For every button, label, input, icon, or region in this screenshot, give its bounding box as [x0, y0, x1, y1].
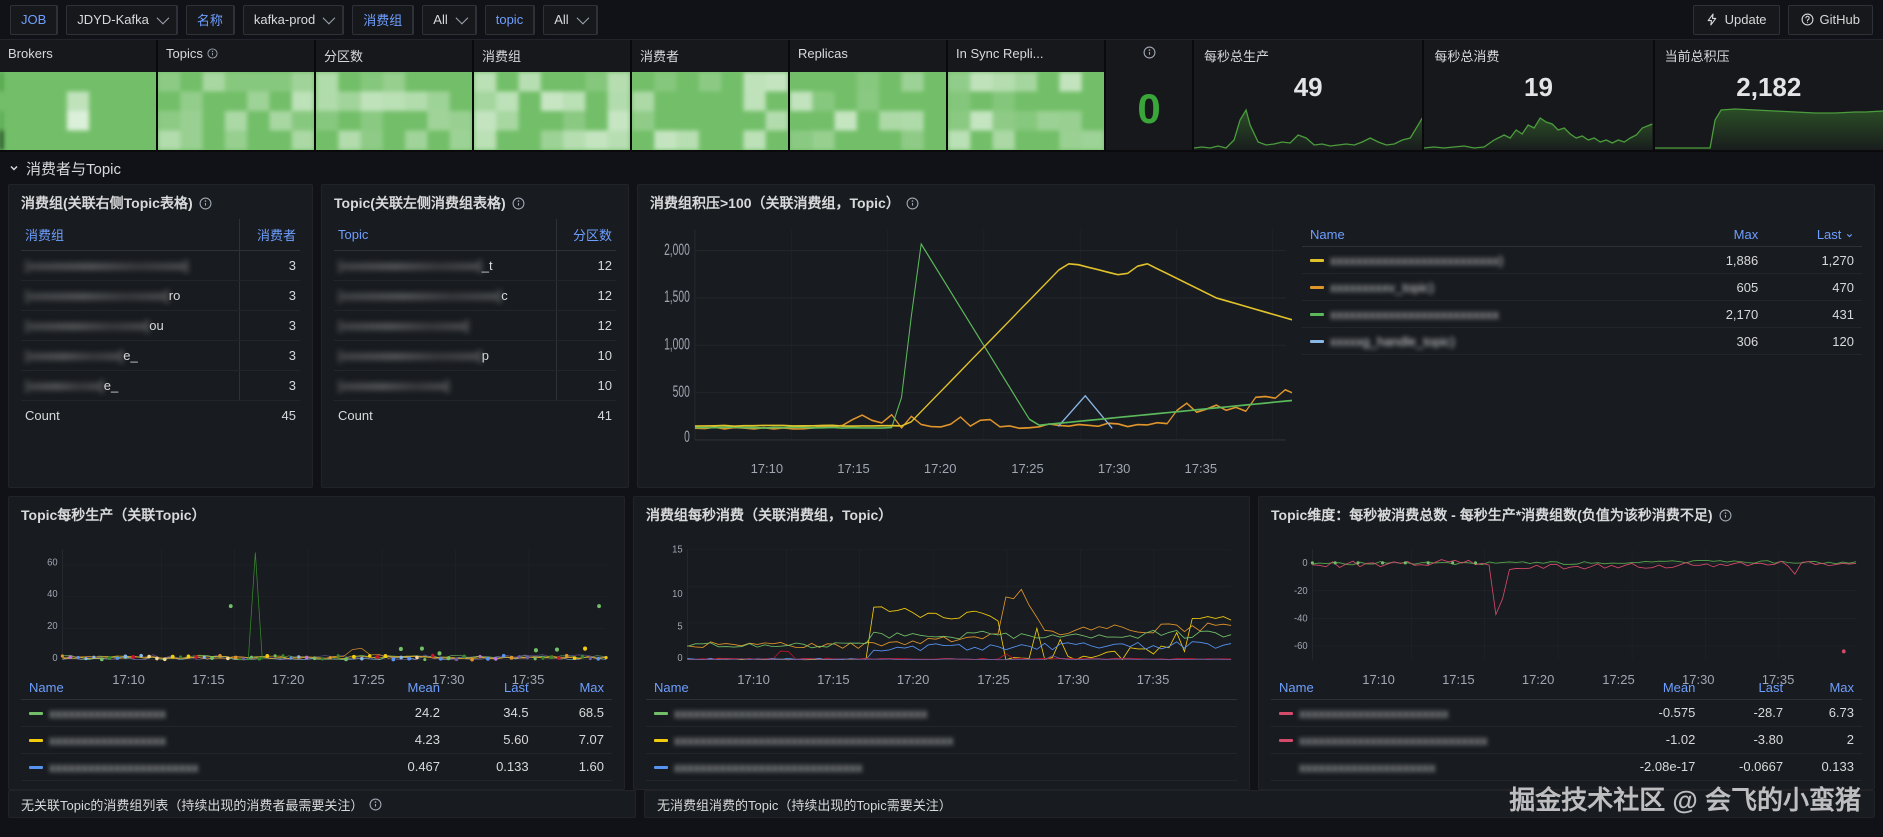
svg-text:0: 0 — [677, 653, 682, 664]
svg-text:0: 0 — [684, 426, 690, 445]
svg-text:0: 0 — [52, 653, 57, 664]
svg-text:10: 10 — [672, 589, 683, 600]
svg-text:0: 0 — [1302, 558, 1307, 569]
svg-text:1,000: 1,000 — [664, 334, 690, 353]
svg-text:500: 500 — [673, 381, 690, 400]
svg-text:20: 20 — [47, 621, 58, 632]
svg-text:15: 15 — [672, 544, 683, 555]
svg-text:-20: -20 — [1294, 586, 1308, 597]
svg-text:5: 5 — [677, 622, 682, 633]
svg-text:-40: -40 — [1294, 613, 1308, 624]
svg-text:2,000: 2,000 — [664, 239, 690, 258]
svg-text:40: 40 — [47, 589, 58, 600]
svg-text:60: 60 — [47, 557, 58, 568]
svg-text:1,500: 1,500 — [664, 286, 690, 305]
svg-text:-60: -60 — [1294, 641, 1308, 652]
